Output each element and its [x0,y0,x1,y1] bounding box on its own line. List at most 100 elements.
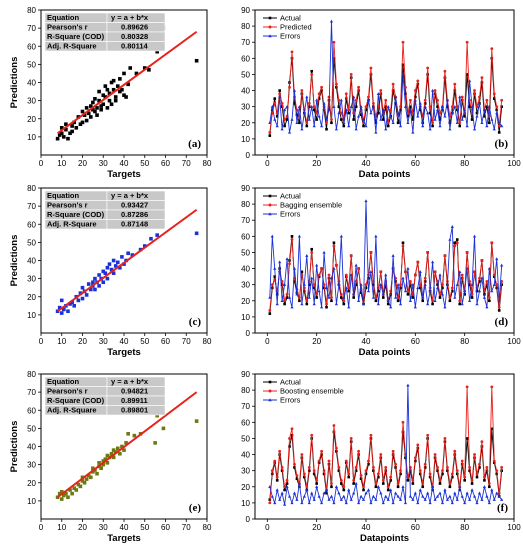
series-point [401,485,405,488]
series-point [458,302,462,306]
series-point [339,497,343,501]
x-tick-label: 60 [411,523,420,532]
series-point [354,127,358,131]
series-point [458,95,462,99]
scatter-point [101,102,106,107]
scatter-point [97,98,101,103]
scatter-point [124,441,128,445]
series-point [448,482,452,485]
x-tick-label: 70 [182,337,191,346]
series-point [325,491,328,495]
series-point [451,475,454,479]
series-point [418,270,422,273]
series-point [322,250,326,254]
series-point [455,469,459,473]
fit-line [56,391,198,499]
series-point [349,104,353,108]
series-point [406,266,410,270]
y-tick-label: 70 [241,402,250,411]
series-point [460,302,464,306]
series-point [327,295,331,299]
series-point [359,477,363,481]
series-point [414,95,417,99]
series-point [324,286,329,290]
series-point [401,72,405,76]
scatter-point [103,84,108,88]
x-tick-label: 70 [182,159,191,168]
series-point [391,89,395,92]
series-point [280,466,284,469]
y-tick-label: 10 [241,499,250,508]
scatter-point [93,276,97,281]
y-tick-label: 30 [241,467,250,476]
series-point [297,104,301,108]
series-point [352,118,355,121]
series-point [364,491,368,495]
series-point [342,299,346,303]
series-point [369,111,373,115]
series-point [374,497,378,501]
series-point [310,433,314,437]
scatter-point [70,129,74,134]
scatter-point [105,87,110,92]
series-point [384,105,388,108]
series-point [337,111,341,115]
series-point [453,82,457,86]
series-point [487,296,491,299]
series-point [273,275,277,278]
y-tick-label: 20 [27,293,36,302]
scatter-point [115,446,120,451]
series-point [300,127,304,131]
series-point [270,469,274,473]
series-point [347,108,351,112]
series-point [411,497,415,501]
series-point [406,383,410,387]
series-point [416,286,420,290]
scatter-point [86,111,91,116]
series-point [352,296,355,299]
scatter-point [59,497,64,501]
series-point [307,466,311,469]
series-point [342,295,346,299]
series-point [287,130,292,134]
scatter-point [86,282,91,286]
series-point [386,124,390,128]
legend-label: Actual [280,14,301,23]
series-point [342,124,346,128]
series-point [268,501,272,505]
x-tick-label: 50 [140,337,149,346]
series-point [362,124,365,128]
x-tick-label: 80 [203,337,212,346]
stats-name: R-Square (COD) [47,32,105,41]
series-point [367,95,370,99]
series-point [369,433,373,437]
series-point [275,475,279,479]
scatter-point [82,113,87,117]
series-point [315,98,319,102]
scatter-point [64,127,68,132]
x-tick-label: 0 [265,337,270,346]
y-tick-label: 60 [241,232,250,241]
series-point [322,283,326,287]
series-point [305,121,309,125]
series-point [371,494,375,498]
series-point [436,283,439,286]
series-point [337,491,341,495]
y-tick-label: 30 [27,97,36,106]
series-point [431,302,434,306]
series-point [280,127,284,131]
series-point [330,299,333,303]
legend-marker [268,194,272,198]
panel-f: 0 20 40 60 80 100 0 10 20 30 40 50 60 70 80 90 Datapoint… [241,370,521,544]
series-point [445,497,449,501]
series-point [423,102,427,105]
series-point [500,105,503,108]
series-point [458,485,462,488]
series-point [500,466,504,469]
scatter-point [118,265,122,270]
series-point [347,488,351,492]
series-point [352,292,356,296]
scatter-point [101,280,106,285]
series-point [307,117,311,121]
series-point [396,282,400,286]
